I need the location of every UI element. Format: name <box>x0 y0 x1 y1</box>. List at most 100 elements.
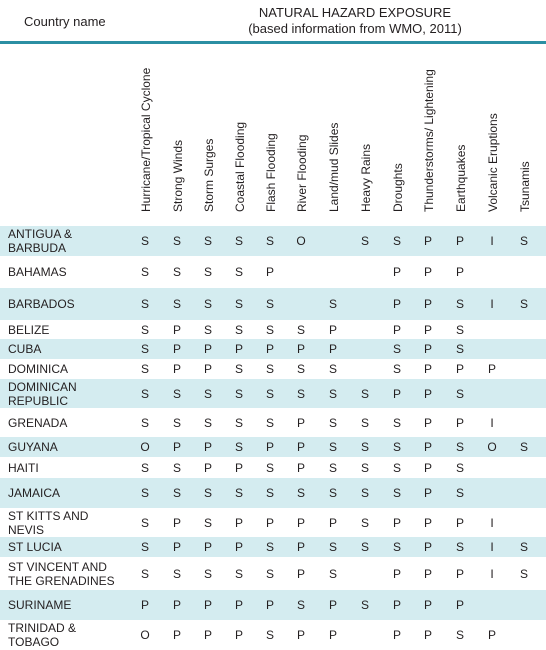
exposure-cell: P <box>423 566 432 581</box>
exposure-cell: P <box>423 460 432 475</box>
exposure-cell: S <box>392 362 401 376</box>
hazard-header: Land/mud Slides <box>325 47 345 212</box>
exposure-cell: P <box>455 362 464 376</box>
hazard-header-label: Droughts <box>391 163 405 212</box>
table-row: BARBADOS S S S S S S P P S I S <box>0 288 546 320</box>
exposure-cell: S <box>203 515 212 530</box>
exposure-cell: P <box>296 540 305 554</box>
exposure-cell: S <box>296 598 305 612</box>
exposure-cell: S <box>140 297 149 311</box>
hazard-header: Storm Surges <box>200 47 220 212</box>
exposure-cell: S <box>234 415 243 430</box>
exposure-cell: S <box>455 628 464 642</box>
exposure-cell: P <box>234 515 243 530</box>
exposure-cell: S <box>172 265 181 279</box>
exposure-cell: S <box>328 440 337 454</box>
hazard-header: Droughts <box>389 47 409 212</box>
exposure-cell: P <box>423 628 432 642</box>
exposure-cell: S <box>360 440 369 454</box>
hazard-header-label: Coastal Flooding <box>233 121 247 212</box>
exposure-cell: S <box>265 415 274 430</box>
exposure-cell: S <box>519 297 528 311</box>
country-name: GUYANA <box>8 440 58 454</box>
exposure-cell: P <box>423 415 432 430</box>
exposure-cell: S <box>140 342 149 356</box>
exposure-cell: P <box>423 386 432 401</box>
exposure-cell: P <box>392 265 401 279</box>
exposure-cell: S <box>519 566 528 581</box>
exposure-cell: S <box>455 486 464 500</box>
exposure-cell: S <box>455 322 464 337</box>
exposure-cell: S <box>234 362 243 376</box>
country-name: ANTIGUA & BARBUDA <box>8 227 73 255</box>
exposure-cell: P <box>455 265 464 279</box>
exposure-cell: S <box>265 322 274 337</box>
exposure-cell: S <box>265 362 274 376</box>
exposure-cell: S <box>265 628 274 642</box>
exposure-cell: P <box>423 297 432 311</box>
exposure-cell: S <box>234 265 243 279</box>
exposure-cell: S <box>234 486 243 500</box>
exposure-cell: S <box>172 234 181 248</box>
exposure-cell: P <box>203 440 212 454</box>
hazard-column-headers: Hurricane/Tropical Cyclone Strong Winds St… <box>0 44 546 224</box>
exposure-cell: S <box>360 540 369 554</box>
exposure-cell: P <box>172 628 181 642</box>
hazard-header-label: Heavy Rains <box>359 143 373 212</box>
exposure-cell: P <box>203 460 212 475</box>
table-row: JAMAICA S S S S S S S S S P S <box>0 478 546 508</box>
exposure-cell: P <box>423 265 432 279</box>
title-line-1: NATURAL HAZARD EXPOSURE <box>258 5 452 20</box>
exposure-cell: S <box>328 486 337 500</box>
exposure-cell: P <box>455 598 464 612</box>
exposure-cell: S <box>392 440 401 454</box>
table-header: Country name NATURAL HAZARD EXPOSURE (ba… <box>0 0 546 44</box>
exposure-cell: P <box>423 440 432 454</box>
exposure-cell: S <box>265 234 274 248</box>
exposure-cell: S <box>328 297 337 311</box>
country-name: HAITI <box>8 460 39 475</box>
exposure-cell: I <box>490 297 494 311</box>
exposure-cell: S <box>392 540 401 554</box>
exposure-cell: S <box>328 415 337 430</box>
hazard-header: Hurricane/Tropical Cyclone <box>137 47 157 212</box>
exposure-cell: P <box>172 322 181 337</box>
exposure-cell: P <box>265 342 274 356</box>
exposure-cell: P <box>392 628 401 642</box>
hazard-header: River Flooding <box>293 47 313 212</box>
exposure-cell: S <box>140 540 149 554</box>
exposure-cell: S <box>140 566 149 581</box>
exposure-cell: P <box>328 515 337 530</box>
country-name: BARBADOS <box>8 297 75 311</box>
exposure-cell: S <box>360 234 369 248</box>
exposure-cell: P <box>203 362 212 376</box>
country-name: TRINIDAD & TOBAGO <box>8 621 77 649</box>
country-name: CUBA <box>8 342 42 356</box>
exposure-cell: P <box>392 515 401 530</box>
exposure-cell: P <box>296 440 305 454</box>
hazard-header: Coastal Flooding <box>231 47 251 212</box>
exposure-cell: O <box>487 440 497 454</box>
exposure-cell: S <box>140 460 149 475</box>
exposure-cell: P <box>423 362 432 376</box>
hazard-header-label: Strong Winds <box>171 139 185 212</box>
exposure-cell: P <box>487 628 496 642</box>
exposure-cell: P <box>203 540 212 554</box>
exposure-cell: P <box>487 362 496 376</box>
exposure-cell: S <box>203 265 212 279</box>
exposure-cell: I <box>490 415 494 430</box>
country-name: BELIZE <box>8 322 50 337</box>
exposure-cell: S <box>455 460 464 475</box>
exposure-cell: S <box>296 386 305 401</box>
hazard-header-label: River Flooding <box>295 134 309 212</box>
exposure-cell: S <box>140 265 149 279</box>
exposure-cell: S <box>519 234 528 248</box>
exposure-cell: S <box>455 386 464 401</box>
table-row: CUBA S P P P P P P S P S <box>0 339 546 359</box>
exposure-cell: S <box>203 297 212 311</box>
exposure-cell: O <box>140 628 150 642</box>
exposure-cell: I <box>490 515 494 530</box>
exposure-cell: S <box>360 415 369 430</box>
country-name: ST LUCIA <box>8 540 62 554</box>
